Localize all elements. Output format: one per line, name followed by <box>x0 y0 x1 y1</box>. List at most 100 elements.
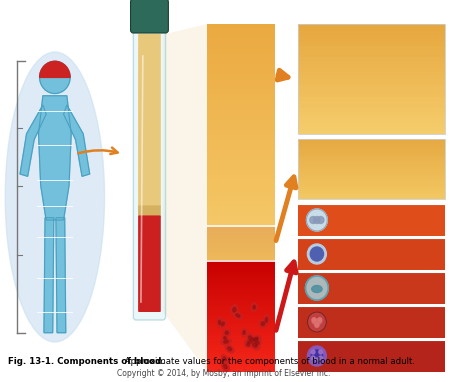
Bar <box>298 24 445 28</box>
Bar <box>298 157 445 159</box>
Bar <box>207 363 275 365</box>
Bar <box>298 220 445 223</box>
Bar <box>298 45 445 50</box>
Bar <box>207 340 275 343</box>
Bar <box>298 170 445 173</box>
Bar <box>207 160 275 165</box>
Bar <box>207 318 275 321</box>
Ellipse shape <box>247 341 252 343</box>
Bar <box>298 301 445 304</box>
Ellipse shape <box>251 338 255 340</box>
Text: Approximate values for the components of blood in a normal adult.: Approximate values for the components of… <box>122 358 415 366</box>
Bar <box>298 233 445 236</box>
Bar <box>298 151 445 153</box>
Bar <box>298 222 445 225</box>
Bar <box>298 93 445 97</box>
Bar <box>207 59 275 65</box>
Bar <box>207 303 275 305</box>
Ellipse shape <box>245 342 252 347</box>
Bar <box>298 191 445 193</box>
Bar <box>298 298 445 301</box>
Ellipse shape <box>249 337 256 342</box>
Bar <box>207 251 275 256</box>
Ellipse shape <box>222 335 228 342</box>
Bar <box>207 356 275 359</box>
Bar <box>207 369 275 372</box>
Bar <box>207 84 275 90</box>
Bar <box>298 71 445 75</box>
Bar <box>298 178 445 181</box>
Bar <box>207 215 275 221</box>
Bar <box>298 196 445 199</box>
Circle shape <box>312 318 316 322</box>
Bar <box>298 115 445 119</box>
Bar <box>298 366 445 369</box>
Bar <box>298 162 445 165</box>
Ellipse shape <box>221 354 228 363</box>
FancyBboxPatch shape <box>138 34 161 207</box>
Circle shape <box>319 350 323 354</box>
Bar <box>298 60 445 64</box>
Bar <box>298 159 445 161</box>
Circle shape <box>310 217 317 223</box>
Bar <box>298 238 445 241</box>
Bar <box>207 64 275 70</box>
Bar <box>207 150 275 155</box>
Bar <box>298 254 445 257</box>
Bar <box>298 322 445 325</box>
Bar <box>207 134 275 140</box>
Bar <box>207 243 275 248</box>
Bar <box>207 274 275 276</box>
Bar <box>298 256 445 259</box>
Bar <box>207 351 275 354</box>
Bar <box>298 181 445 183</box>
Ellipse shape <box>254 339 261 347</box>
Ellipse shape <box>223 364 227 369</box>
Bar <box>207 139 275 145</box>
Circle shape <box>308 346 326 366</box>
Bar <box>298 97 445 101</box>
Bar <box>298 332 445 335</box>
Bar <box>207 287 275 290</box>
Bar <box>207 185 275 191</box>
Bar <box>298 293 445 296</box>
FancyBboxPatch shape <box>138 215 161 312</box>
Bar <box>298 212 445 215</box>
Bar <box>298 361 445 364</box>
Bar <box>207 300 275 303</box>
Bar <box>298 214 445 217</box>
Bar <box>207 79 275 84</box>
Ellipse shape <box>253 305 255 309</box>
Bar <box>298 251 445 254</box>
Bar <box>298 193 445 195</box>
Bar <box>298 123 445 127</box>
Bar <box>298 27 445 31</box>
Bar <box>207 180 275 186</box>
Circle shape <box>315 323 319 327</box>
Bar <box>207 349 275 352</box>
Bar <box>207 94 275 100</box>
Bar <box>298 142 445 145</box>
Bar <box>298 342 445 345</box>
Ellipse shape <box>221 362 229 371</box>
Polygon shape <box>38 96 71 220</box>
Bar <box>298 175 445 177</box>
Bar <box>298 78 445 83</box>
Bar <box>298 345 445 348</box>
Bar <box>298 139 445 199</box>
Bar <box>207 327 275 330</box>
Ellipse shape <box>265 317 268 322</box>
Bar <box>207 155 275 160</box>
Bar <box>207 307 275 310</box>
Ellipse shape <box>245 339 255 345</box>
Bar <box>207 89 275 95</box>
Bar <box>207 347 275 350</box>
Bar <box>207 119 275 125</box>
Bar <box>207 267 275 270</box>
Ellipse shape <box>312 319 322 324</box>
Bar <box>298 296 445 299</box>
Bar <box>298 186 445 189</box>
Bar <box>298 274 445 277</box>
Circle shape <box>319 356 323 360</box>
Ellipse shape <box>246 333 254 343</box>
